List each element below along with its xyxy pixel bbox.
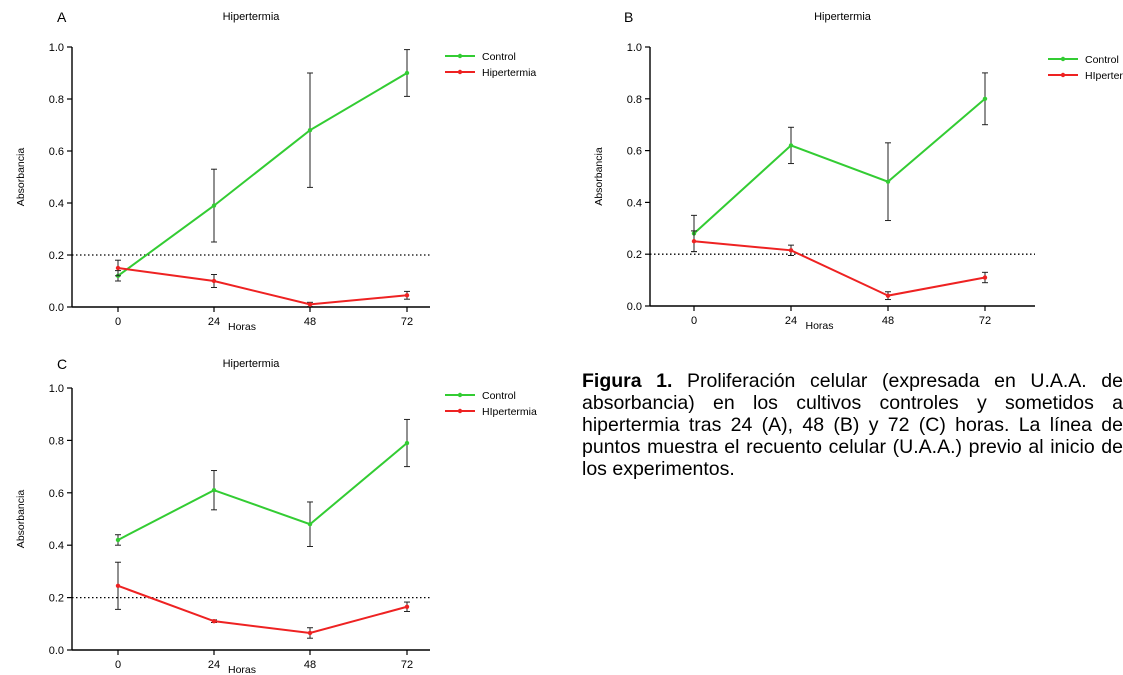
data-point bbox=[307, 630, 313, 636]
x-axis-title: Horas bbox=[228, 664, 256, 675]
x-tick-label: 24 bbox=[208, 316, 220, 328]
y-tick-label: 0.2 bbox=[627, 249, 642, 261]
data-point bbox=[211, 278, 217, 284]
x-tick-label: 48 bbox=[882, 315, 894, 327]
caption-lead: Figura 1. bbox=[582, 370, 673, 392]
series-line-control bbox=[693, 98, 986, 235]
y-tick-label: 0.6 bbox=[49, 146, 64, 158]
x-axis-title: Horas bbox=[805, 320, 833, 332]
y-tick-label: 0.0 bbox=[627, 301, 642, 313]
y-tick-label: 0.6 bbox=[49, 488, 64, 500]
data-point bbox=[982, 275, 988, 280]
series-line-control bbox=[117, 72, 408, 277]
figure-caption: Figura 1. Proliferación celular (expresa… bbox=[582, 370, 1123, 480]
data-point bbox=[885, 179, 891, 184]
x-tick-label: 48 bbox=[304, 316, 316, 328]
chart-panel-c: C Hipertermia 0.0 0.2 0.4 0.6 0.8 1.0 0 24 48 72 Hor… bbox=[0, 338, 560, 675]
x-tick-label: 24 bbox=[785, 315, 797, 327]
legend-label: HIpertermia bbox=[1085, 70, 1123, 82]
y-tick-label: 0.4 bbox=[627, 197, 642, 209]
legend-label: Control bbox=[482, 390, 516, 402]
y-tick-label: 1.0 bbox=[49, 383, 64, 395]
data-point bbox=[404, 70, 410, 76]
caption-text: Proliferación celular (expresada en U.A.… bbox=[582, 370, 1123, 480]
y-tick-label: 0.0 bbox=[49, 302, 64, 314]
data-point bbox=[404, 293, 410, 298]
data-point bbox=[404, 440, 410, 446]
legend-swatch-point bbox=[1060, 72, 1066, 78]
data-point bbox=[211, 487, 217, 493]
legend-swatch-point bbox=[1060, 56, 1066, 62]
data-point bbox=[885, 293, 891, 298]
chart-title: Hipertermia bbox=[223, 11, 281, 23]
y-tick-label: 1.0 bbox=[49, 42, 64, 54]
data-point bbox=[404, 604, 410, 609]
data-point bbox=[115, 265, 121, 271]
chart-group: B Hipertermia 0.0 0.2 0.4 0.6 0.8 1.0 0 24 48 72 Hor… bbox=[593, 9, 1123, 332]
data-point bbox=[115, 583, 121, 589]
data-point bbox=[788, 248, 794, 253]
y-tick-label: 0.8 bbox=[49, 435, 64, 447]
chart-group: A Hipertermia 0.0 0.2 0.4 0.6 0.8 1.0 0 24 48 72 Hor… bbox=[15, 9, 536, 333]
data-point bbox=[982, 96, 988, 102]
chart-c-svg: C Hipertermia 0.0 0.2 0.4 0.6 0.8 1.0 0 24 48 72 Hor… bbox=[15, 356, 537, 675]
y-tick-label: 0.4 bbox=[49, 198, 64, 210]
y-tick-label: 0.2 bbox=[49, 593, 64, 605]
x-tick-label: 0 bbox=[115, 316, 121, 328]
data-point bbox=[788, 143, 794, 148]
data-point bbox=[115, 537, 121, 543]
x-tick-label: 48 bbox=[304, 659, 316, 671]
y-tick-label: 1.0 bbox=[627, 42, 642, 54]
data-point bbox=[307, 128, 313, 133]
panel-letter: C bbox=[57, 356, 67, 372]
chart-title: Hipertermia bbox=[223, 358, 281, 370]
data-point bbox=[307, 302, 313, 307]
legend-swatch-point bbox=[457, 408, 463, 414]
data-point bbox=[691, 239, 697, 244]
legend-label: Control bbox=[1085, 54, 1119, 66]
y-axis-title: Absorbancia bbox=[593, 147, 605, 206]
data-point bbox=[211, 618, 217, 624]
legend-label: Hipertermia bbox=[482, 67, 536, 79]
x-tick-label: 72 bbox=[979, 315, 991, 327]
chart-b-svg: B Hipertermia 0.0 0.2 0.4 0.6 0.8 1.0 0 24 48 72 Hor… bbox=[593, 9, 1123, 332]
legend-label: Control bbox=[482, 51, 516, 63]
legend-swatch-point bbox=[457, 392, 463, 398]
x-tick-label: 0 bbox=[115, 659, 121, 671]
panel-letter: B bbox=[624, 9, 633, 25]
x-tick-label: 72 bbox=[401, 659, 413, 671]
panel-letter: A bbox=[57, 9, 67, 25]
chart-panel-b: B Hipertermia 0.0 0.2 0.4 0.6 0.8 1.0 0 24 48 72 Hor… bbox=[562, 0, 1123, 335]
x-tick-label: 0 bbox=[691, 315, 697, 327]
series-line-hipertermia bbox=[117, 267, 408, 306]
x-tick-label: 24 bbox=[208, 659, 220, 671]
y-tick-label: 0.6 bbox=[627, 146, 642, 158]
y-axis-title: Absorbancia bbox=[15, 490, 27, 549]
y-tick-label: 0.0 bbox=[49, 645, 64, 657]
legend-label: HIpertermia bbox=[482, 406, 537, 418]
y-tick-label: 0.2 bbox=[49, 250, 64, 262]
chart-panel-a: A Hipertermia 0.0 0.2 0.4 0.6 0.8 1.0 0 24 48 72 Hor… bbox=[0, 0, 560, 335]
y-tick-label: 0.8 bbox=[49, 94, 64, 106]
legend-swatch-point bbox=[457, 69, 463, 75]
legend-swatch-point bbox=[457, 53, 463, 59]
series-line-hipertermia bbox=[117, 584, 408, 634]
chart-a-svg: A Hipertermia 0.0 0.2 0.4 0.6 0.8 1.0 0 24 48 72 Hor… bbox=[15, 9, 536, 333]
chart-group: C Hipertermia 0.0 0.2 0.4 0.6 0.8 1.0 0 24 48 72 Hor… bbox=[15, 356, 537, 675]
data-point bbox=[211, 203, 217, 208]
chart-title: Hipertermia bbox=[814, 11, 872, 23]
y-axis-title: Absorbancia bbox=[15, 148, 27, 207]
data-point bbox=[307, 522, 313, 527]
y-tick-label: 0.8 bbox=[627, 94, 642, 106]
x-tick-label: 72 bbox=[401, 316, 413, 328]
series-line-hipertermia bbox=[693, 240, 986, 297]
x-axis-title: Horas bbox=[228, 321, 256, 333]
y-tick-label: 0.4 bbox=[49, 540, 64, 552]
series-line-control bbox=[117, 442, 408, 541]
